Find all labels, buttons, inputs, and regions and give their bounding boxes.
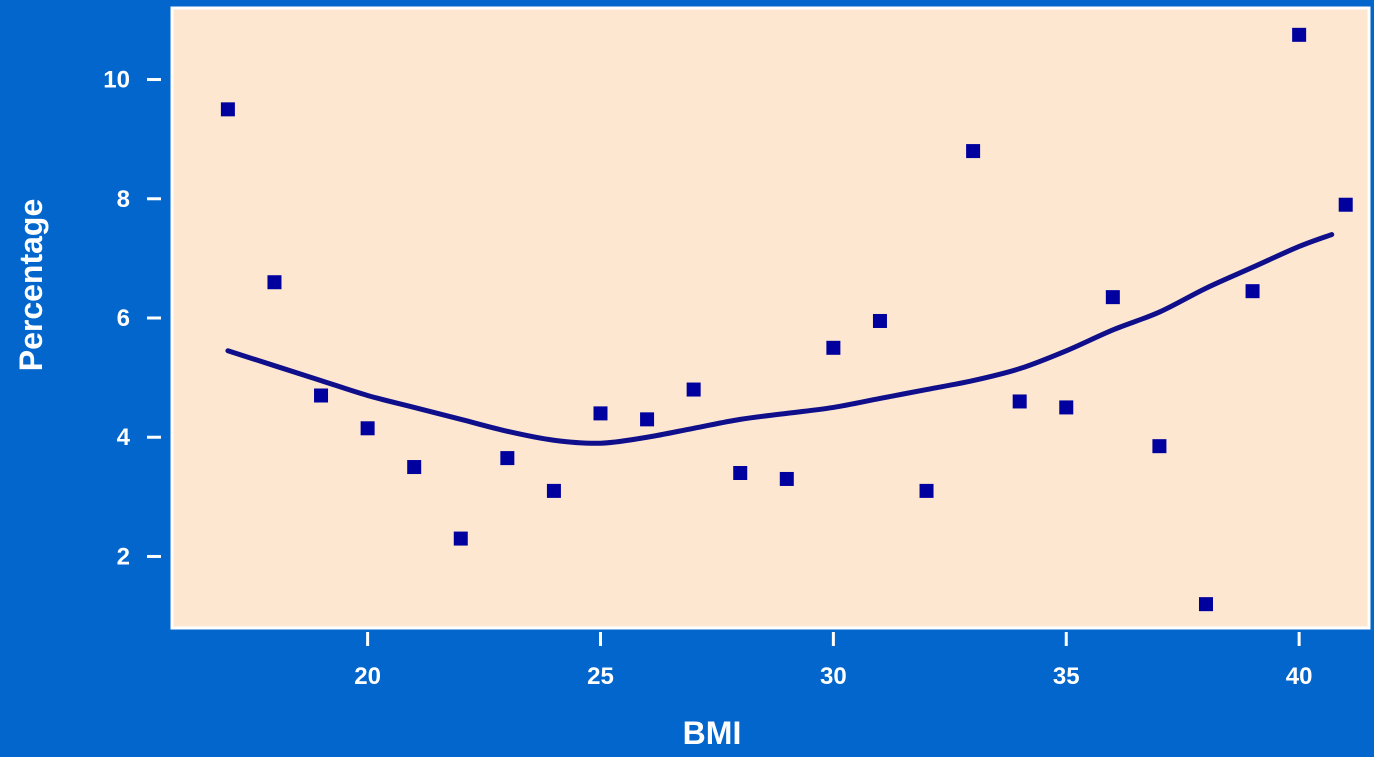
data-point	[826, 340, 841, 355]
y-tick-label: 8	[117, 186, 130, 213]
data-point	[1292, 27, 1307, 42]
data-point	[500, 451, 515, 466]
plot-area	[170, 6, 1371, 630]
data-point	[733, 466, 748, 480]
x-axis-title: BMI	[683, 715, 742, 751]
y-tick-label: 6	[117, 305, 130, 332]
data-point	[872, 313, 887, 328]
data-point	[919, 483, 934, 498]
x-tick-label: 35	[1053, 663, 1080, 690]
trend-line	[225, 232, 1335, 446]
data-point	[1059, 400, 1074, 415]
data-point	[360, 421, 375, 436]
y-axis-title: Percentage	[13, 199, 49, 372]
data-point	[779, 471, 794, 486]
data-points-layer	[220, 27, 1353, 612]
x-tick-label: 20	[354, 663, 381, 690]
data-point	[1152, 439, 1167, 454]
data-point	[220, 102, 235, 117]
data-point	[407, 460, 422, 475]
x-axis: 20 25 30 35 40	[354, 632, 1312, 690]
data-point	[1198, 597, 1213, 612]
x-tick-label: 30	[820, 663, 847, 690]
x-tick-label: 40	[1286, 663, 1313, 690]
y-tick-label: 4	[117, 424, 131, 451]
x-tick-label: 25	[587, 663, 614, 690]
data-point	[267, 275, 282, 290]
data-point	[640, 412, 655, 427]
data-point	[1012, 394, 1027, 409]
y-tick-label: 2	[117, 543, 130, 570]
y-tick-label: 10	[103, 67, 130, 94]
trend-line-layer	[225, 232, 1335, 446]
y-axis: 2 4 6 8 10	[103, 67, 161, 570]
data-point	[453, 531, 468, 546]
data-point	[546, 483, 561, 498]
data-point	[1245, 284, 1260, 299]
data-point	[1105, 290, 1120, 305]
data-point	[1338, 197, 1353, 212]
data-point	[593, 406, 608, 421]
data-point	[966, 144, 981, 159]
data-point	[314, 388, 329, 403]
data-point	[686, 382, 701, 397]
